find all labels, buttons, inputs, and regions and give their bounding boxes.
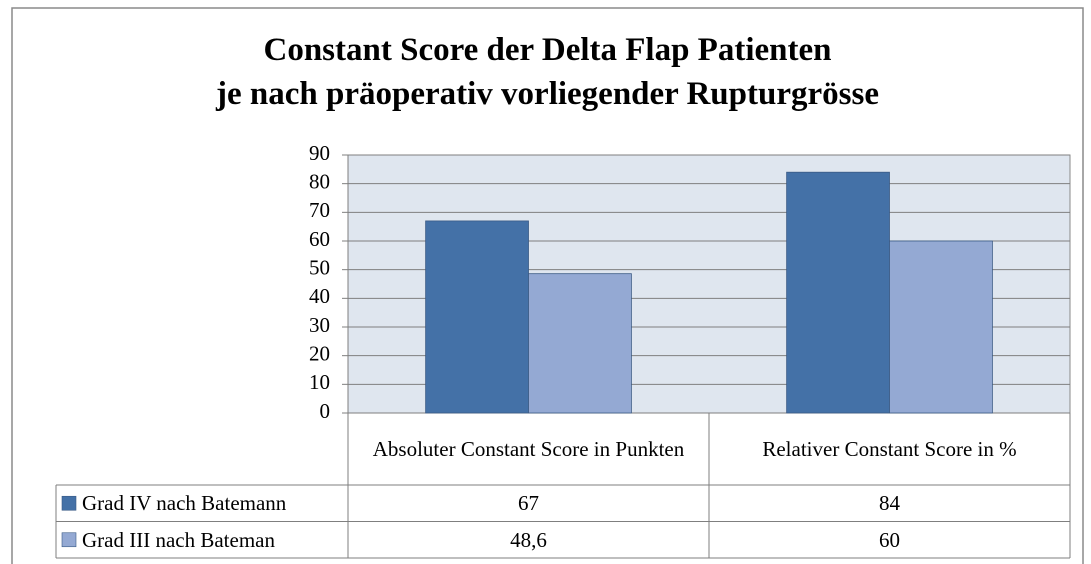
y-tick-label: 40	[309, 284, 330, 308]
y-tick-label: 20	[309, 341, 330, 365]
bar	[889, 240, 993, 414]
bar	[425, 220, 529, 414]
table-value: 67	[518, 491, 539, 516]
bar	[786, 171, 890, 414]
x-tick-label: Relativer Constant Score in %	[762, 437, 1017, 461]
y-tick-label: 90	[309, 141, 330, 165]
legend-swatch	[61, 495, 77, 511]
y-tick-label: 0	[320, 399, 331, 423]
y-tick-label: 10	[309, 370, 330, 394]
legend-swatch	[61, 532, 77, 548]
table-value: 48,6	[510, 527, 547, 552]
outer-border	[11, 7, 1084, 564]
legend-label: Grad IV nach Batemann	[82, 491, 287, 516]
y-tick-label: 70	[309, 198, 330, 222]
bar	[528, 273, 632, 414]
table-value: 60	[879, 527, 900, 552]
table-value: 84	[879, 491, 900, 516]
x-tick-label: Absoluter Constant Score in Punkten	[372, 437, 685, 461]
y-tick-label: 50	[309, 255, 330, 279]
y-tick-label: 30	[309, 313, 330, 337]
y-tick-label: 60	[309, 227, 330, 251]
chart-title: Constant Score der Delta Flap Patienten …	[216, 32, 879, 112]
y-tick-label: 80	[309, 169, 330, 193]
legend-label: Grad III nach Bateman	[82, 527, 275, 552]
